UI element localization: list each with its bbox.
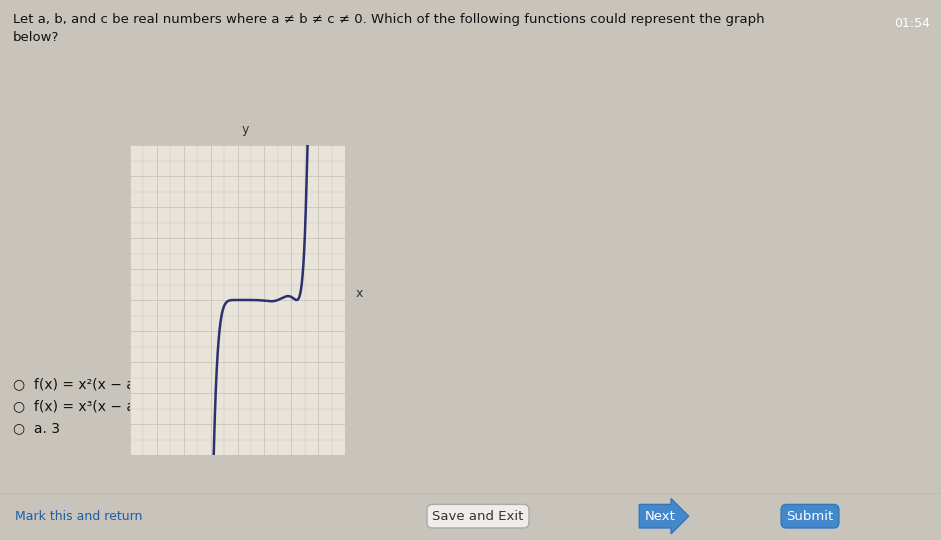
Text: Mark this and return: Mark this and return <box>15 510 142 523</box>
Text: ○  f(x) = x³(x − a)³(x − b)(x − c)²: ○ f(x) = x³(x − a)³(x − b)(x − c)² <box>13 400 247 413</box>
Text: below?: below? <box>13 31 59 44</box>
Text: Next: Next <box>645 510 676 523</box>
Text: ○  a. 3: ○ a. 3 <box>13 421 59 435</box>
Text: ○  f(x) = x²(x − a)²(x − b)⁴(x − c): ○ f(x) = x²(x − a)²(x − b)⁴(x − c) <box>13 377 247 392</box>
Text: y: y <box>242 123 249 136</box>
Text: 01:54: 01:54 <box>894 17 930 30</box>
Text: Save and Exit: Save and Exit <box>432 510 524 523</box>
Text: Let a, b, and c be real numbers where a ≠ b ≠ c ≠ 0. Which of the following func: Let a, b, and c be real numbers where a … <box>13 13 764 26</box>
Text: x: x <box>356 287 363 300</box>
Text: Submit: Submit <box>787 510 834 523</box>
